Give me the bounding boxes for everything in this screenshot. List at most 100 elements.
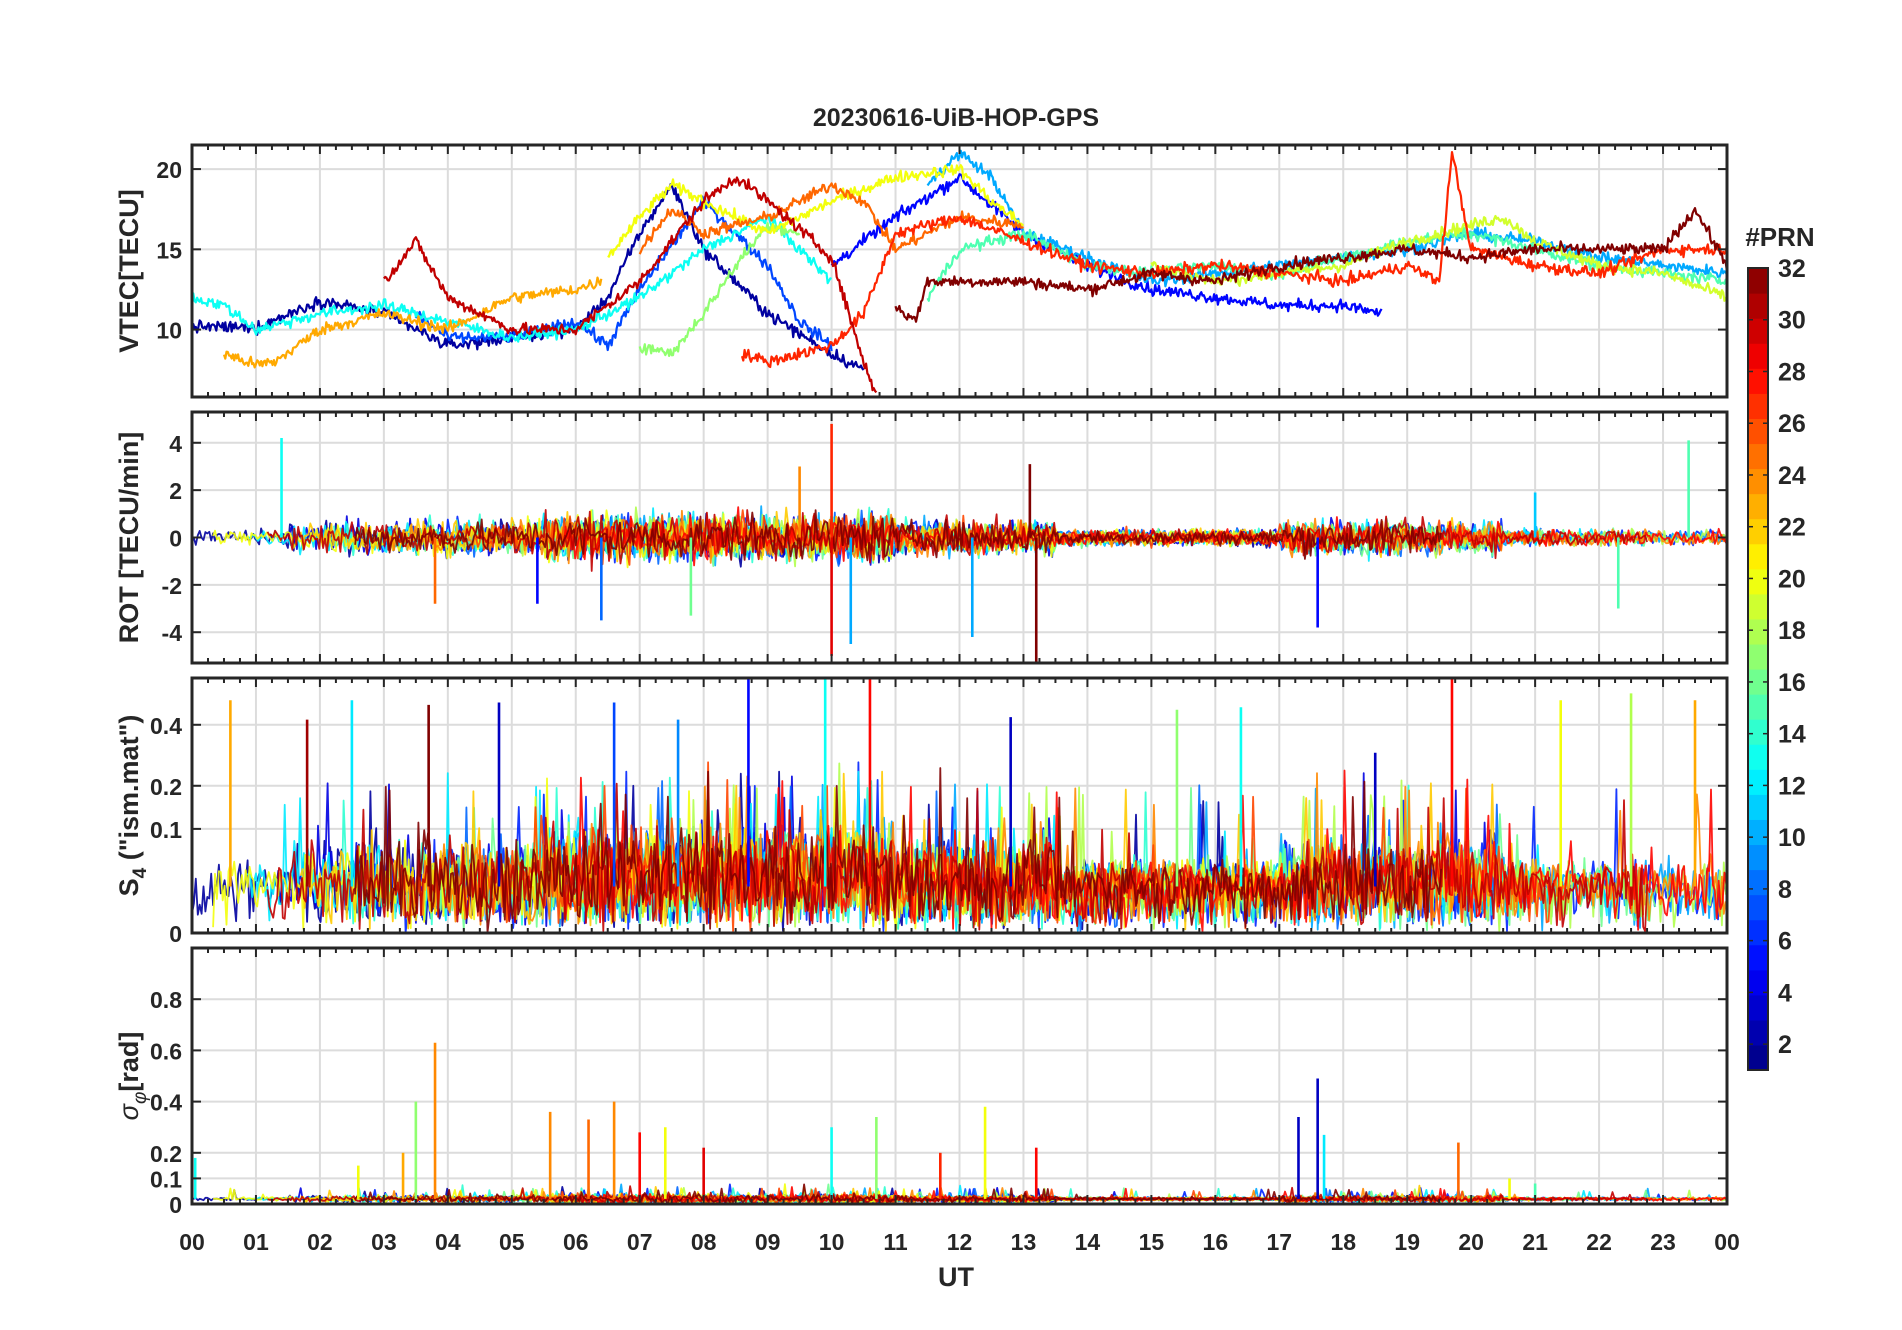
colorbar-segment [1748,443,1768,470]
x-tick-label: 00 [179,1229,205,1255]
colorbar-segment [1748,844,1768,871]
colorbar-tick-label: 14 [1778,721,1806,749]
y-tick-label: 4 [169,431,182,457]
colorbar-tick-label: 12 [1778,772,1806,800]
series-prn-20 [607,164,1025,258]
x-tick-label: 08 [691,1229,717,1255]
colorbar-segment [1748,719,1768,745]
x-tick-label: 15 [1139,1229,1165,1255]
series-prn-32 [354,509,1442,562]
y-tick-label: 0.8 [150,987,182,1013]
y-tick-label: 10 [156,318,182,344]
series-prn-30 [383,176,878,394]
y-axis-label-sigma_phi: σφ[rad] [114,1032,151,1121]
colorbar-segment [1748,568,1768,595]
colorbar-segment [1748,669,1768,695]
y-tick-label: 0.4 [150,1090,182,1116]
series-prn-7 [414,195,833,352]
x-tick-label: 00 [1714,1229,1740,1255]
colorbar-segment [1748,618,1768,645]
x-tick-label: 14 [1075,1229,1101,1255]
colorbar-segment [1748,468,1768,495]
grid-lines [192,678,1727,933]
x-tick-label: 19 [1394,1229,1420,1255]
colorbar-segment [1748,493,1768,520]
x-tick-label: 18 [1330,1229,1356,1255]
y-tick-label: 0.6 [150,1038,182,1064]
y-axis-label-s4: S4 ("ism.mat") [114,715,151,897]
series-prn-5 [830,173,1383,317]
colorbar-tick-label: 10 [1778,824,1806,852]
colorbar-tick-label: 18 [1778,617,1806,645]
y-tick-label: 0.2 [150,774,182,800]
x-tick-label: 12 [947,1229,973,1255]
y-tick-label: 0 [169,526,182,552]
series-prn-30 [266,782,1648,933]
x-axis-label: UT [938,1262,974,1292]
chart-title: 20230616-UiB-HOP-GPS [813,104,1099,132]
colorbar-segment [1748,643,1768,670]
colorbar-segment [1748,368,1768,394]
series-prn-23 [222,276,603,369]
colorbar-tick-label: 6 [1778,928,1792,956]
series-prn-27 [740,151,1727,369]
panel-sigma-phi: 00.10.2 0.4 0.6 0.8 σφ[rad] [114,946,1729,1218]
x-tick-label: 17 [1266,1229,1292,1255]
axes-frame [190,410,1729,665]
series-group [192,149,1727,394]
colorbar-segment [1748,694,1768,720]
colorbar-segment [1748,593,1768,620]
colorbar-segment [1748,769,1768,795]
colorbar-segment [1748,543,1768,570]
grid-lines [192,145,1727,397]
series-prn-30 [267,1185,1648,1204]
series-group [192,678,1727,933]
x-tick-label: 03 [371,1229,397,1255]
colorbar-segment [1748,518,1768,545]
x-tick-label: 02 [307,1229,333,1255]
colorbar-tick-label: 8 [1778,876,1792,904]
colorbar-tick-label: 20 [1778,565,1806,593]
x-tick-label: 04 [435,1229,461,1255]
colorbar-tick-label: 26 [1778,410,1806,438]
colorbar-tick-label: 24 [1778,462,1806,490]
axes-frame [190,946,1729,1206]
y-axis-label-rot: ROT [TECU/min] [114,432,144,643]
colorbar-segment [1748,268,1768,294]
panel-rot: -4 -2 0 2 4 ROT [TECU/min] [114,410,1729,665]
axes-frame [190,143,1729,399]
x-tick-label: 05 [499,1229,525,1255]
x-tick-label: 10 [819,1229,845,1255]
x-tick-label: 23 [1650,1229,1676,1255]
colorbar-segment [1748,894,1768,921]
axes-frame [190,676,1729,935]
y-tick-label: 20 [156,157,182,183]
colorbar-segment [1748,819,1768,846]
y-tick-label: 0 [169,921,182,947]
x-tick-label: 13 [1011,1229,1037,1255]
series-prn-13 [192,215,832,343]
y-tick-label: -4 [162,620,183,646]
colorbar-segment [1748,744,1768,770]
y-tick-label: 0.2 [150,1141,182,1167]
y-tick-label: 0.1 [150,1166,182,1192]
series-prn-24 [387,772,1727,928]
colorbar-segment [1748,1044,1768,1071]
x-tick-label: 21 [1522,1229,1548,1255]
colorbar-segment [1748,869,1768,896]
series-group [192,423,1727,663]
colorbar-tick-label: 2 [1778,1031,1792,1059]
colorbar-tick-label: 16 [1778,669,1806,697]
colorbar-segment [1748,994,1768,1021]
x-tick-label: 22 [1586,1229,1612,1255]
colorbar-segment [1748,318,1768,344]
colorbar-label: #PRN [1745,222,1814,252]
colorbar-frame [1747,267,1769,1071]
colorbar-segment [1748,919,1768,946]
y-tick-label: 0.1 [150,817,182,843]
panel-s4: 0 0.1 0.2 0.4S4 ("ism.mat") [114,676,1729,947]
x-tick-label: 01 [243,1229,269,1255]
colorbar-tick-label: 28 [1778,358,1806,386]
colorbar-segment [1748,794,1768,820]
